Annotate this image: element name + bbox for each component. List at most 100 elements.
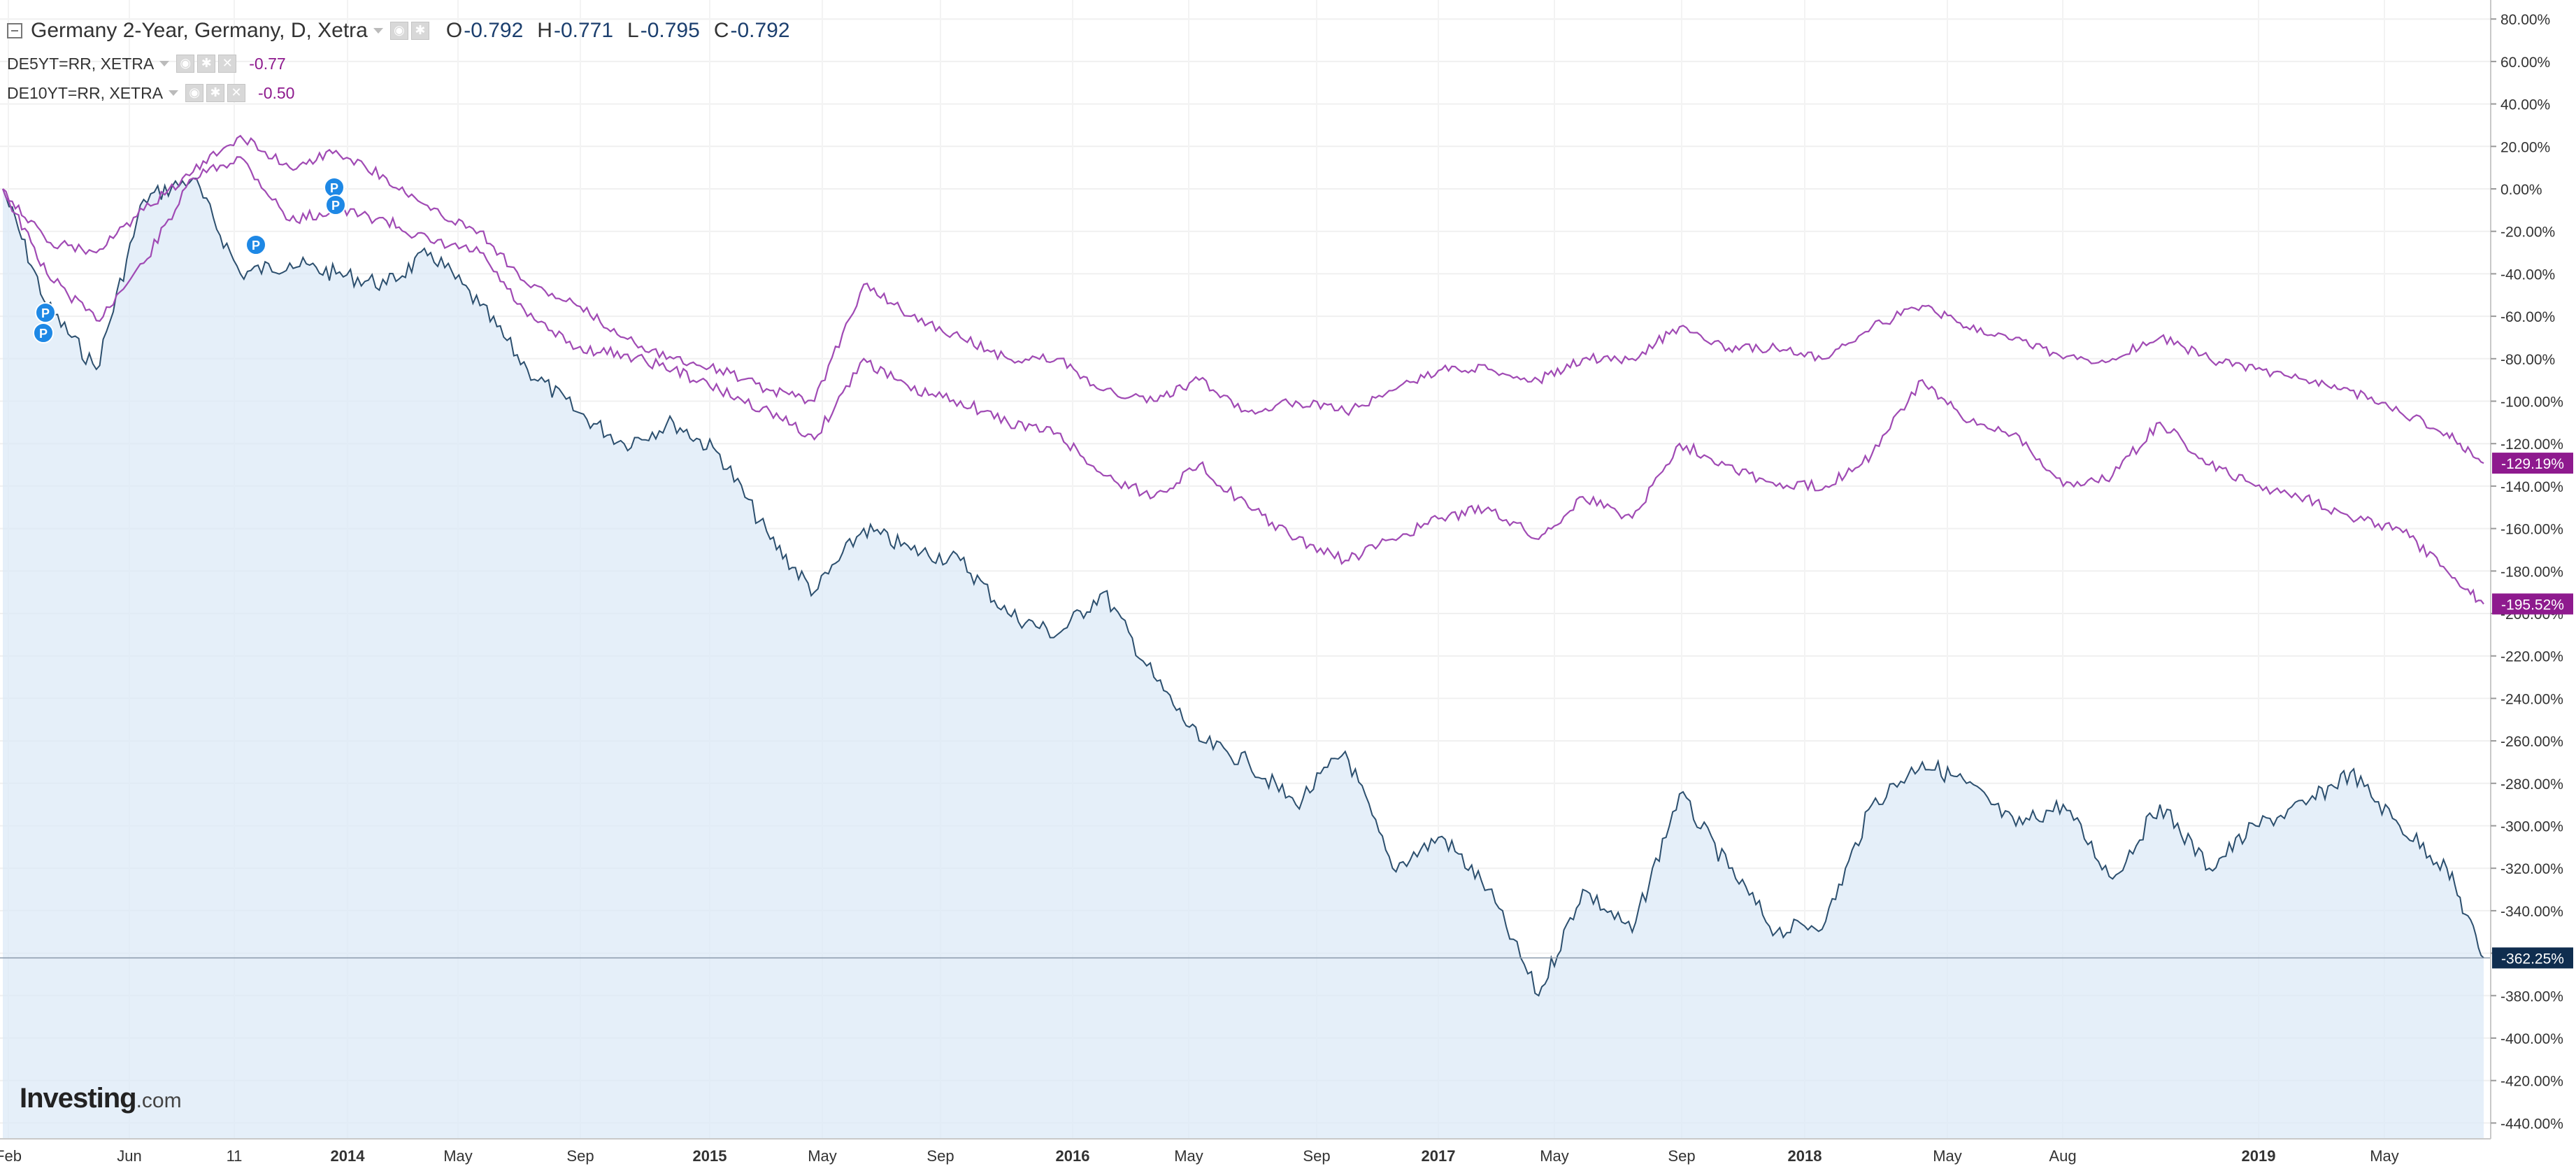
chevron-down-icon[interactable] xyxy=(373,28,383,34)
series-line xyxy=(1,156,2484,605)
marker-circle xyxy=(245,234,266,255)
overlay-value: -0.50 xyxy=(258,83,295,102)
close-label: C xyxy=(713,19,729,42)
marker-circle xyxy=(33,322,54,343)
x-tick-label: Sep xyxy=(1303,1147,1330,1165)
y-tick-label: 0.00% xyxy=(2500,182,2542,198)
marker-label: P xyxy=(331,199,340,213)
investing-logo: Investing.com xyxy=(20,1083,182,1114)
marker-label: P xyxy=(330,181,338,195)
price-tag-bg xyxy=(2492,593,2573,615)
y-tick-label: -80.00% xyxy=(2500,352,2555,368)
eye-icon[interactable]: ◉ xyxy=(389,22,408,40)
high-label: H xyxy=(537,19,552,42)
time-axis[interactable]: Feb Jun 11 2014 May Sep 2015 May Sep 2016 May Sep 20… xyxy=(0,1147,2399,1165)
x-tick-label: 2016 xyxy=(1056,1147,1090,1165)
marker-label: P xyxy=(41,306,50,320)
y-tick-label: -140.00% xyxy=(2500,479,2563,495)
y-tick-label: -40.00% xyxy=(2500,267,2555,283)
low-label: L xyxy=(627,19,639,42)
event-marker: P xyxy=(33,322,54,343)
y-tick-label: -20.00% xyxy=(2500,225,2555,241)
marker-label: P xyxy=(39,327,48,341)
x-tick-label: Jun xyxy=(117,1147,141,1165)
open-value: -0.792 xyxy=(464,19,524,42)
y-tick-label: -160.00% xyxy=(2500,522,2563,538)
x-tick-label: 2017 xyxy=(1422,1147,1456,1165)
x-tick-label: May xyxy=(443,1147,473,1165)
x-tick-label: 11 xyxy=(227,1147,243,1165)
x-tick-label: Aug xyxy=(2049,1147,2076,1165)
eye-icon[interactable]: ◉ xyxy=(176,55,195,73)
x-tick-label: Sep xyxy=(1668,1147,1695,1165)
area-layer xyxy=(3,178,2484,1139)
series-line xyxy=(2,177,2484,997)
chevron-down-icon[interactable] xyxy=(169,90,179,96)
gear-icon[interactable]: ✱ xyxy=(197,55,216,73)
main-series-legend: Germany 2-Year, Germany, D, Xetra ◉ ✱ O-… xyxy=(7,13,790,49)
y-tick-label: -120.00% xyxy=(2500,437,2563,453)
overlay-name: DE10YT=RR, XETRA xyxy=(7,83,164,102)
logo-suffix: .com xyxy=(136,1089,182,1112)
high-value: -0.771 xyxy=(553,19,614,42)
gear-icon[interactable]: ✱ xyxy=(410,22,429,40)
y-tick-label: -60.00% xyxy=(2500,309,2555,325)
gear-icon[interactable]: ✱ xyxy=(206,84,225,102)
y-tick-label: -260.00% xyxy=(2500,734,2563,750)
x-tick-label: May xyxy=(808,1147,837,1165)
logo-brand: Investing xyxy=(20,1083,137,1114)
collapse-legend-icon[interactable] xyxy=(7,23,22,38)
overlay-legend-de5y: DE5YT=RR, XETRA ◉ ✱ ✕ -0.77 xyxy=(7,49,790,78)
y-tick-label: -300.00% xyxy=(2500,819,2563,835)
price-tags: -362.25% -195.52% -129.19% xyxy=(2492,453,2573,969)
y-tick-label: -220.00% xyxy=(2500,649,2563,665)
x-tick-label: May xyxy=(2370,1147,2399,1165)
overlay-value: -0.77 xyxy=(249,54,286,73)
event-marker: P xyxy=(35,302,56,323)
y-tick-label: -440.00% xyxy=(2500,1116,2563,1132)
x-tick-label: 2014 xyxy=(331,1147,366,1165)
price-tag-label: -129.19% xyxy=(2501,456,2564,472)
y-tick-label: 80.00% xyxy=(2500,12,2550,28)
price-tag-label: -195.52% xyxy=(2501,597,2564,613)
y-tick-label: 40.00% xyxy=(2500,97,2550,113)
price-tag-label: -362.25% xyxy=(2501,951,2564,967)
y-tick-label: -280.00% xyxy=(2500,776,2563,793)
price-tag-bg xyxy=(2492,453,2573,474)
chevron-down-icon[interactable] xyxy=(159,61,170,66)
y-tick-label: -380.00% xyxy=(2500,988,2563,1005)
y-tick-label: 60.00% xyxy=(2500,55,2550,71)
marker-label: P xyxy=(252,239,260,253)
event-marker: P xyxy=(324,177,345,198)
series-area-main xyxy=(3,178,2484,1139)
close-icon[interactable]: ✕ xyxy=(227,84,246,102)
x-tick-label: 2015 xyxy=(693,1147,727,1165)
y-tick-label: -180.00% xyxy=(2500,564,2563,580)
x-tick-label: May xyxy=(1540,1147,1569,1165)
x-tick-label: Sep xyxy=(926,1147,954,1165)
close-icon[interactable]: ✕ xyxy=(218,55,237,73)
event-marker: P xyxy=(245,234,266,255)
y-tick-label: -100.00% xyxy=(2500,395,2563,411)
x-tick-label: Sep xyxy=(566,1147,594,1165)
x-tick-label: May xyxy=(1933,1147,1962,1165)
x-tick-label: Feb xyxy=(0,1147,22,1165)
marker-circle xyxy=(35,302,56,323)
eye-icon[interactable]: ◉ xyxy=(185,84,204,102)
close-value: -0.792 xyxy=(730,19,790,42)
chart-legend: Germany 2-Year, Germany, D, Xetra ◉ ✱ O-… xyxy=(7,13,790,108)
x-tick-label: May xyxy=(1174,1147,1203,1165)
x-tick-label: 2019 xyxy=(2242,1147,2276,1165)
y-tick-label: -420.00% xyxy=(2500,1074,2563,1090)
open-label: O xyxy=(445,19,463,42)
y-tick-label: -400.00% xyxy=(2500,1031,2563,1047)
low-value: -0.795 xyxy=(640,19,700,42)
lines-layer xyxy=(0,134,2491,997)
main-series-title: Germany 2-Year, Germany, D, Xetra xyxy=(31,19,368,42)
price-tag-bg xyxy=(2492,947,2573,969)
event-marker: P xyxy=(325,194,346,215)
overlay-name: DE5YT=RR, XETRA xyxy=(7,54,155,73)
x-tick-label: 2018 xyxy=(1788,1147,1822,1165)
